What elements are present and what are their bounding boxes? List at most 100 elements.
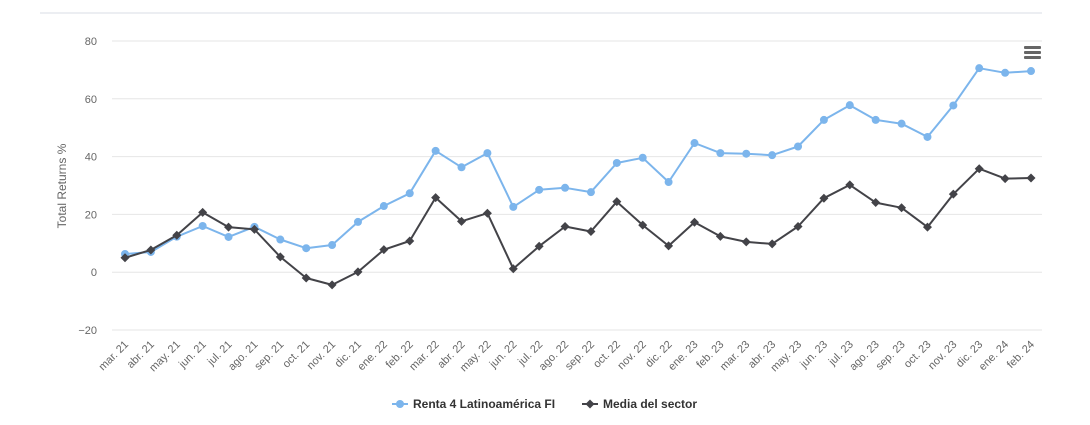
data-point[interactable] [327, 280, 337, 290]
legend-marker [396, 400, 404, 408]
series-line [124, 67, 1032, 255]
x-tick-label: feb. 24 [1005, 339, 1037, 371]
legend-item[interactable]: Renta 4 Latinoamérica FI [392, 397, 555, 411]
data-point[interactable] [276, 235, 285, 244]
data-point[interactable] [716, 149, 725, 158]
legend-marker [585, 399, 595, 409]
data-point[interactable] [328, 241, 337, 250]
series-group [120, 64, 1036, 290]
y-tick-label: 20 [85, 209, 97, 221]
data-point[interactable] [146, 245, 156, 255]
data-point[interactable] [741, 237, 751, 247]
hamburger-menu-icon[interactable] [1022, 42, 1044, 62]
data-point[interactable] [431, 146, 440, 155]
data-point[interactable] [561, 183, 570, 192]
data-point[interactable] [845, 101, 854, 110]
data-point[interactable] [483, 149, 492, 158]
x-tick-label: sep. 22 [563, 339, 597, 373]
data-point[interactable] [405, 236, 415, 246]
data-point[interactable] [172, 230, 182, 240]
data-point[interactable] [457, 216, 467, 226]
data-point[interactable] [768, 151, 777, 160]
x-tick-label: nov. 22 [615, 339, 648, 372]
data-point[interactable] [224, 222, 234, 232]
data-point[interactable] [1000, 174, 1010, 184]
data-point[interactable] [1001, 68, 1010, 77]
legend-label: Renta 4 Latinoamérica FI [413, 397, 555, 411]
data-point[interactable] [974, 164, 984, 174]
data-point[interactable] [1027, 67, 1035, 76]
data-point[interactable] [923, 132, 932, 141]
data-point[interactable] [457, 163, 466, 172]
data-point[interactable] [302, 244, 311, 253]
data-point[interactable] [509, 202, 518, 211]
data-point[interactable] [198, 207, 208, 217]
data-point[interactable] [897, 119, 906, 128]
x-tick-label: jun. 21 [176, 339, 209, 372]
data-point[interactable] [638, 220, 648, 230]
data-point[interactable] [535, 185, 544, 194]
data-point[interactable] [379, 202, 388, 211]
data-point[interactable] [948, 189, 958, 199]
data-point[interactable] [922, 222, 932, 232]
data-point[interactable] [715, 231, 725, 241]
data-point[interactable] [819, 115, 828, 124]
data-point[interactable] [120, 253, 130, 263]
data-point[interactable] [975, 64, 984, 73]
legend: Renta 4 Latinoamérica FI Media del sector [392, 397, 697, 411]
x-tick-label: sep. 23 [874, 339, 908, 373]
grid [112, 40, 1042, 331]
data-point[interactable] [845, 180, 855, 190]
x-tick-label: jun. 23 [797, 339, 830, 372]
data-point[interactable] [431, 193, 441, 203]
y-tick-label: 60 [85, 94, 97, 106]
data-point[interactable] [794, 142, 803, 151]
y-axis: −20 0 20 40 60 80 [78, 36, 97, 337]
data-point[interactable] [198, 221, 207, 230]
x-tick-label: nov. 23 [926, 339, 959, 372]
data-point[interactable] [534, 241, 544, 251]
data-point[interactable] [224, 232, 233, 241]
data-point[interactable] [586, 188, 595, 197]
data-point[interactable] [871, 198, 881, 208]
y-tick-label: 0 [91, 267, 97, 279]
data-point[interactable] [353, 267, 363, 277]
y-tick-label: 40 [85, 152, 97, 164]
data-point[interactable] [353, 217, 362, 226]
x-tick-label: mar. 21 [97, 339, 131, 373]
data-point[interactable] [897, 203, 907, 213]
data-point[interactable] [301, 273, 311, 283]
data-point[interactable] [560, 222, 570, 232]
data-point[interactable] [638, 153, 647, 162]
data-point[interactable] [664, 241, 674, 251]
data-point[interactable] [767, 239, 777, 249]
data-point[interactable] [949, 101, 958, 110]
y-tick-label: −20 [78, 325, 97, 337]
data-point[interactable] [689, 217, 699, 227]
data-point[interactable] [586, 226, 596, 236]
x-tick-label: sep. 21 [252, 339, 286, 373]
data-point[interactable] [612, 158, 621, 167]
data-point[interactable] [742, 149, 751, 158]
data-point[interactable] [1026, 173, 1036, 183]
y-axis-title: Total Returns % [55, 143, 69, 228]
x-tick-label: jun. 22 [487, 339, 520, 372]
legend-item[interactable]: Media del sector [582, 397, 697, 411]
x-tick-label: nov. 21 [305, 339, 338, 372]
data-point[interactable] [379, 245, 389, 255]
data-point[interactable] [482, 208, 492, 218]
data-point[interactable] [664, 178, 673, 187]
series-fund [121, 64, 1035, 258]
data-point[interactable] [612, 197, 622, 207]
data-point[interactable] [275, 252, 285, 262]
data-point[interactable] [793, 222, 803, 232]
data-point[interactable] [508, 264, 518, 274]
data-point[interactable] [819, 193, 829, 203]
data-point[interactable] [405, 189, 414, 198]
series-line [124, 167, 1032, 286]
data-point[interactable] [690, 139, 699, 148]
data-point[interactable] [871, 115, 880, 124]
data-point[interactable] [249, 224, 259, 234]
